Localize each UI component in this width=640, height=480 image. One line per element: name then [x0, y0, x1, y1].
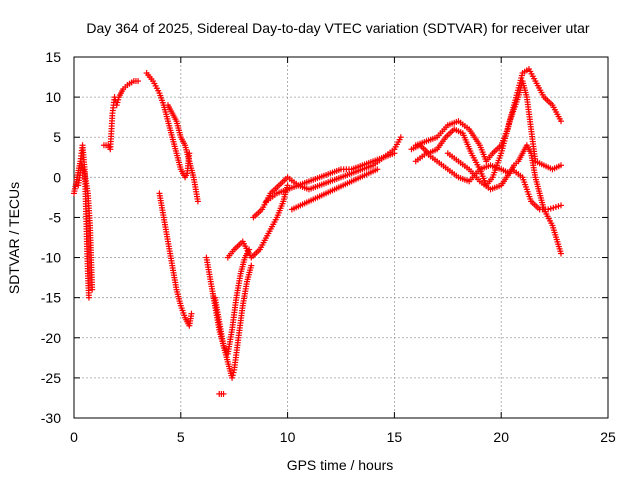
x-tick-label: 20	[493, 429, 509, 445]
x-tick-label: 10	[280, 429, 296, 445]
data-point	[229, 372, 236, 379]
data-point	[80, 167, 87, 174]
axis-ticks: 0 5 10 15 20 25 -30 -25 -20 -15 -10 -5 0 5 10 15	[41, 49, 616, 445]
x-tick-label: 5	[177, 429, 185, 445]
grid-lines	[74, 57, 608, 418]
x-tick-label: 15	[387, 429, 403, 445]
data-point	[558, 162, 565, 169]
y-tick-label: -30	[41, 410, 61, 426]
data-point	[374, 166, 381, 173]
y-axis-label: SDTVAR / TECUs	[6, 182, 22, 294]
y-tick-label: -20	[41, 330, 61, 346]
chart-title: Day 364 of 2025, Sidereal Day-to-day VTE…	[86, 20, 590, 36]
y-tick-label: 15	[45, 49, 61, 65]
data-point	[229, 374, 236, 381]
x-tick-label: 0	[70, 429, 78, 445]
data-point	[89, 286, 96, 293]
data-point	[115, 96, 122, 103]
data-point	[397, 134, 404, 141]
y-tick-label: -15	[41, 290, 61, 306]
data-point	[558, 118, 565, 125]
data-point	[558, 250, 565, 257]
data-point	[220, 390, 227, 397]
data-point	[79, 164, 86, 171]
x-axis-label: GPS time / hours	[287, 457, 394, 473]
y-tick-label: -25	[41, 370, 61, 386]
data-point	[558, 202, 565, 209]
data-point	[135, 78, 142, 85]
data-point	[230, 369, 237, 376]
data-point	[391, 150, 398, 157]
y-tick-label: 5	[53, 129, 61, 145]
data-point	[248, 262, 255, 269]
y-tick-label: 0	[53, 169, 61, 185]
y-tick-label: -5	[49, 209, 62, 225]
y-tick-label: 10	[45, 89, 61, 105]
data-point	[78, 162, 85, 169]
data-point	[114, 99, 121, 106]
data-points	[71, 66, 565, 397]
data-point	[85, 294, 92, 301]
x-tick-label: 25	[600, 429, 616, 445]
y-tick-label: -10	[41, 250, 61, 266]
plot-frame	[73, 56, 609, 419]
data-point	[113, 102, 120, 109]
data-point	[194, 198, 201, 205]
data-point	[188, 310, 195, 317]
